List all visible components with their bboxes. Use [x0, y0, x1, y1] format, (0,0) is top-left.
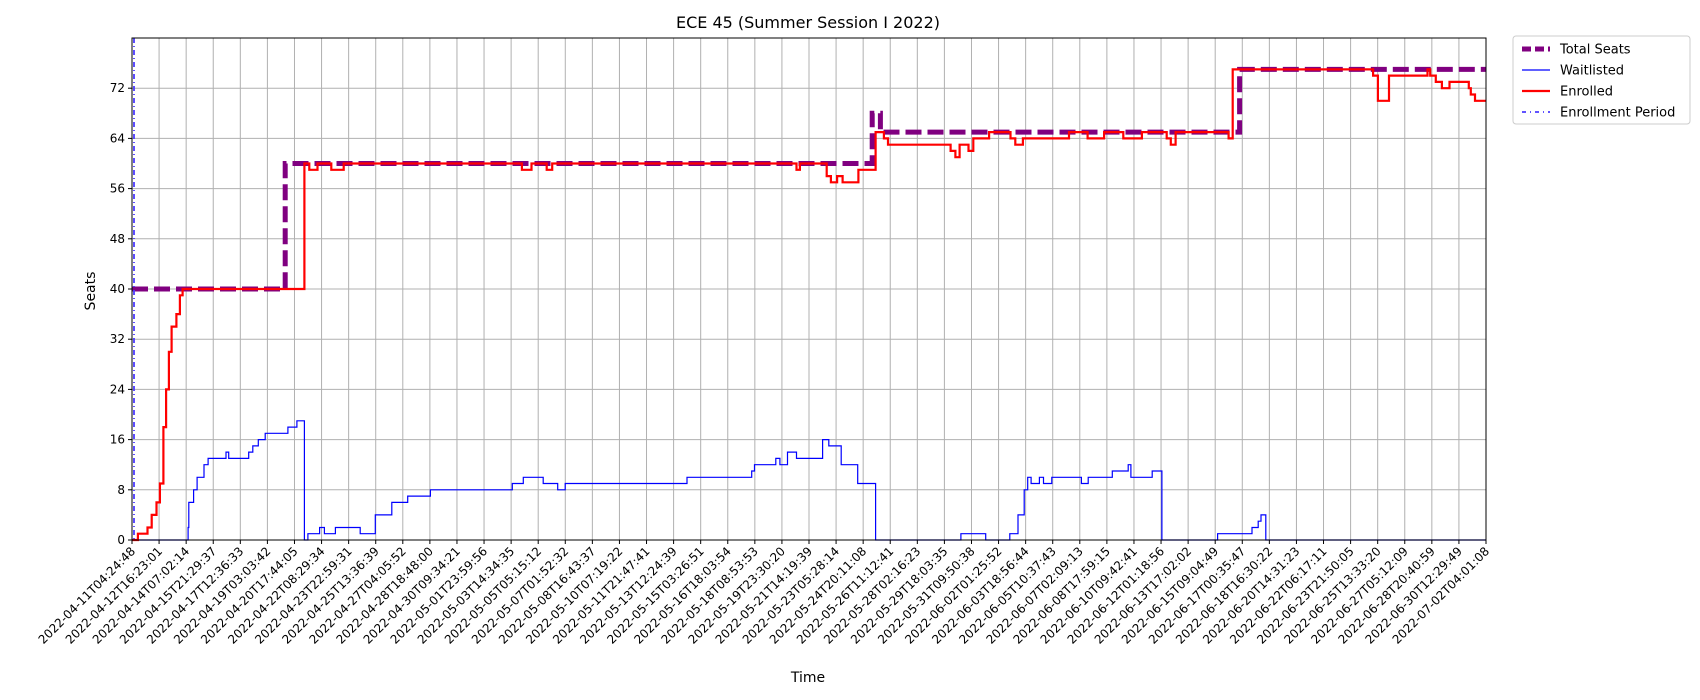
- y-tick-label: 32: [110, 332, 125, 346]
- x-axis-ticks: 2022-04-11T04:24:482022-04-12T16:23:0120…: [36, 540, 1492, 647]
- y-tick-label: 56: [110, 182, 125, 196]
- y-tick-label: 48: [110, 232, 125, 246]
- y-tick-label: 8: [117, 483, 125, 497]
- y-tick-label: 64: [110, 131, 125, 145]
- y-axis-label: Seats: [83, 272, 99, 311]
- series-line-total-seats: [132, 66, 1486, 292]
- legend-label: Waitlisted: [1560, 64, 1624, 79]
- legend-label: Total Seats: [1559, 43, 1631, 58]
- chart-title: ECE 45 (Summer Session I 2022): [676, 13, 940, 32]
- series-line-waitlisted: [132, 420, 1486, 541]
- y-tick-label: 24: [110, 382, 125, 396]
- legend-label: Enrollment Period: [1560, 106, 1675, 121]
- y-tick-label: 40: [110, 282, 125, 296]
- series-layer: [132, 38, 1486, 542]
- y-axis-ticks: 0 8 16 24 32 40 48 56 64 72: [110, 81, 132, 547]
- legend-box: [1512, 35, 1691, 125]
- y-tick-label: 0: [117, 533, 125, 547]
- legend: Total Seats Waitlisted Enrolled Enrollment …: [1512, 35, 1691, 125]
- series-line-enrolled: [132, 68, 1486, 542]
- legend-label: Enrolled: [1560, 85, 1613, 100]
- y-tick-label: 16: [110, 433, 125, 447]
- grid: [131, 38, 1487, 541]
- x-axis-label: Time: [790, 670, 825, 686]
- y-tick-label: 72: [110, 81, 125, 95]
